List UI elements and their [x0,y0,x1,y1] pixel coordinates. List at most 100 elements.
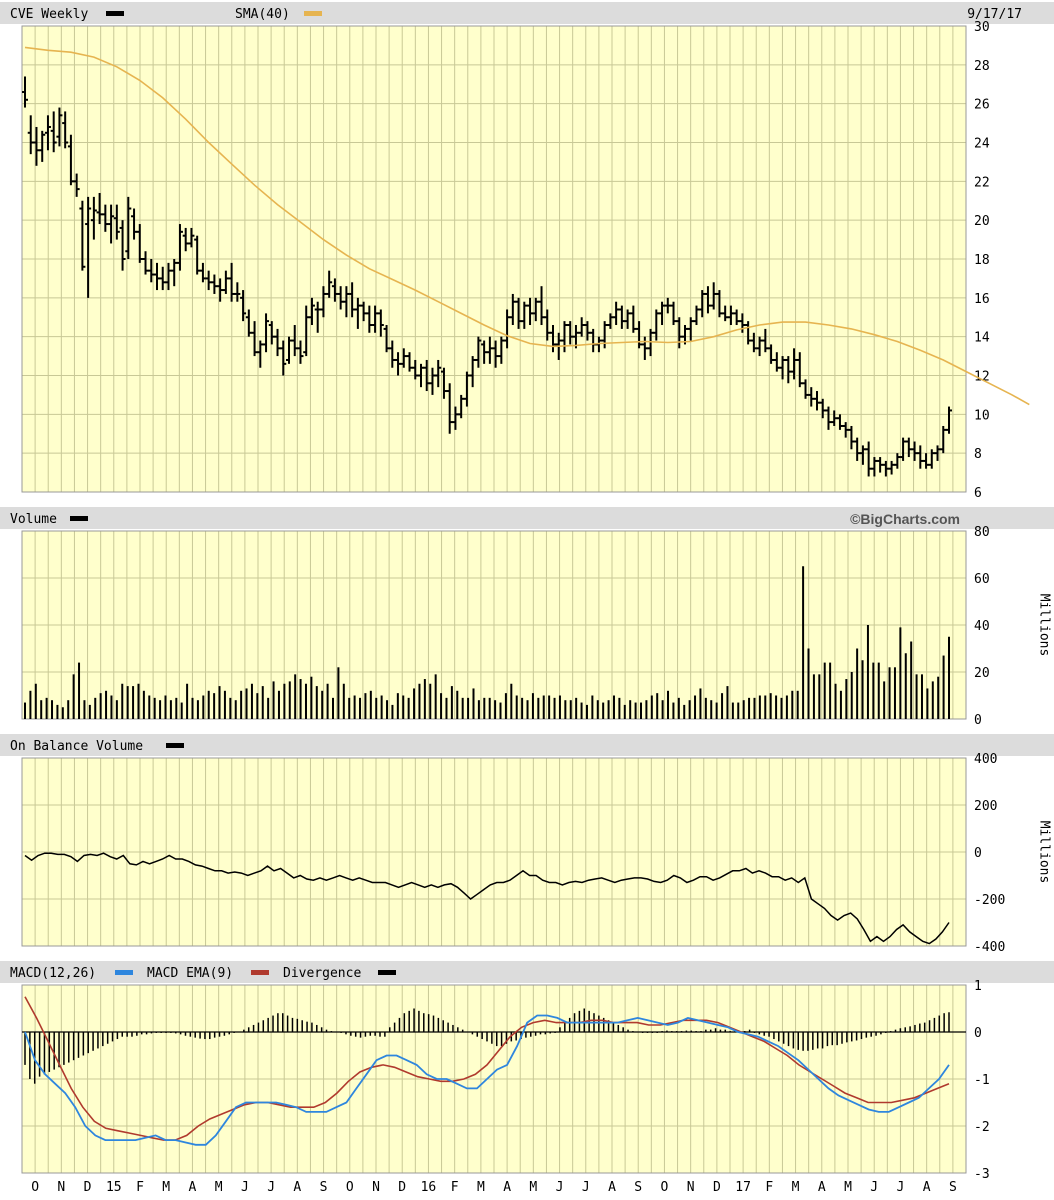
price-bar [452,406,459,430]
x-tick-label: O [346,1180,354,1195]
panel-header-3 [0,961,1054,983]
y-tick-label: 24 [974,137,990,152]
y-tick-label: 0 [974,846,982,861]
price-bar [131,208,138,240]
price-bar [240,290,247,322]
x-tick-label: M [215,1180,223,1195]
price-bar [297,340,304,364]
panel-header-1 [0,507,1054,529]
price-bar [934,445,941,461]
price-bar [303,305,310,357]
price-bar [756,336,763,357]
price-bar [22,76,28,108]
price-bar [486,336,493,364]
price-bar [56,107,63,147]
price-bar [194,235,201,275]
price-bar [515,297,522,329]
price-bar [527,297,534,326]
x-tick-label: A [293,1180,301,1195]
price-bar [739,313,746,333]
legend-price-label: CVE Weekly [10,7,88,22]
price-bar [773,352,780,372]
x-tick-label: 17 [735,1180,751,1195]
price-bar [504,309,511,349]
price-bar [50,111,57,153]
price-bar [435,359,442,388]
macd-legend-label: MACD(12,26) [10,966,96,981]
price-bar [39,130,46,162]
sma-line [24,46,1030,406]
y-tick-label: -2 [974,1120,990,1135]
x-tick-label: N [372,1180,380,1195]
price-bar [148,259,155,283]
x-tick-label: M [792,1180,800,1195]
price-bar [314,301,321,333]
price-bar [618,305,625,329]
price-bar [108,204,115,244]
y-tick-label: 20 [974,666,990,681]
price-bar [676,317,683,349]
price-bar [27,115,34,155]
x-tick-label: M [844,1180,852,1195]
price-bar [331,278,338,302]
y-tick-label: 1 [974,979,982,994]
price-bar [796,352,803,388]
price-bar [440,367,447,399]
y-tick-label: -1 [974,1073,990,1088]
x-tick-label: S [949,1180,957,1195]
price-bar [888,460,895,475]
price-bar [636,321,643,349]
price-bar [509,293,516,326]
price-bar [412,359,419,380]
price-bar [532,297,539,322]
y-tick-label: 20 [974,214,990,229]
price-bar [268,321,275,345]
x-tick-label: A [818,1180,826,1195]
price-bar [831,410,838,426]
x-tick-label: J [870,1180,878,1195]
price-bar [607,313,614,329]
price-bar [280,340,287,376]
price-bar [102,204,109,232]
x-tick-label: O [31,1180,39,1195]
plot-border-2 [21,757,967,947]
price-bar [670,301,677,326]
x-tick-label: O [661,1180,669,1195]
price-bar [67,134,74,186]
x-tick-label: D [713,1180,721,1195]
x-tick-label: J [267,1180,275,1195]
price-bar [383,325,390,353]
price-bar [882,460,889,477]
price-bar [354,297,361,329]
y-tick-label: 22 [974,175,990,190]
price-bar [710,282,717,310]
price-bar [446,383,453,434]
price-bar [286,336,292,364]
price-bar [481,340,488,364]
price-bar [750,332,757,353]
price-bar [624,309,631,329]
macd-line [24,1014,950,1146]
price-bar [842,422,849,438]
price-bar [785,356,792,384]
price-bar [900,437,907,461]
panel-header-2 [0,734,1054,756]
price-bar [251,321,258,357]
price-bar [561,321,568,353]
price-bar [928,449,935,469]
price-bar [613,301,620,326]
price-bar [544,309,551,341]
price-bar [768,344,775,364]
y-tick-label: 6 [974,486,982,501]
price-bar [814,391,820,411]
price-bar [418,363,424,388]
volume-bars [24,566,950,719]
price-bar [521,301,528,329]
date-label: 9/17/17 [967,7,1022,22]
price-bar [257,340,264,368]
price-bar [854,437,861,461]
obv-swatch [166,743,184,748]
price-bar [44,115,51,151]
price-bar [865,441,872,477]
x-tick-label: A [608,1180,616,1195]
